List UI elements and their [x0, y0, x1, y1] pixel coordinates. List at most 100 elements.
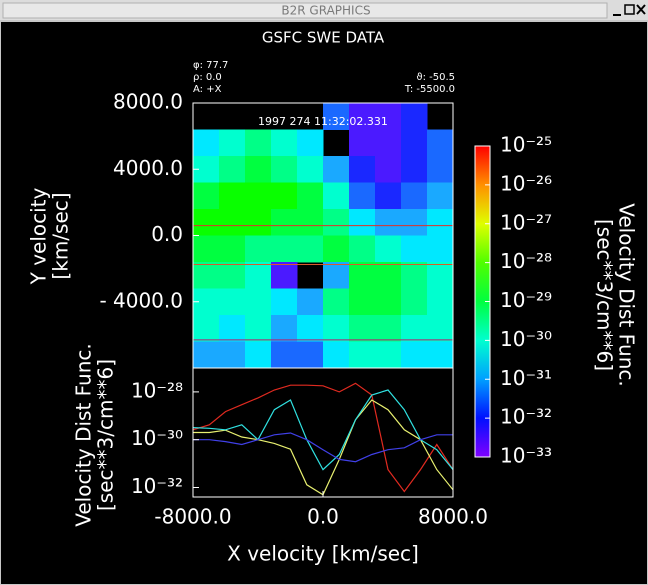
heat-cell [401, 182, 428, 210]
annotation: ϑ: -50.5 [416, 72, 455, 83]
colorbar-tick-label: 10⁻²⁷ [500, 210, 552, 234]
y-axis-label-line: Velocity Dist Func. [72, 343, 96, 527]
x-tick-label: 8000.0 [418, 505, 488, 529]
lines [193, 382, 453, 496]
heat-cell [323, 209, 350, 236]
colorbar-tick-label: 10⁻³² [500, 405, 552, 429]
title-field [2, 2, 608, 19]
heat-cell [427, 235, 454, 263]
annotation: T: -5500.0 [404, 84, 455, 95]
y-axis-label-line: Y velocity [27, 187, 51, 285]
colorbar-tick-label: 10⁻³³ [500, 444, 552, 468]
annotation: ρ: 0.0 [193, 72, 222, 83]
heat-cell [219, 182, 246, 210]
heat-cell [349, 235, 376, 263]
chart-title: GSFC SWE DATA [262, 29, 385, 47]
heat-cell [401, 341, 428, 369]
heat-cell [427, 156, 454, 183]
heat-cell [375, 315, 402, 342]
heat-cell [375, 341, 402, 369]
colorbar-tick-label: 10⁻³¹ [500, 366, 552, 390]
heat-cell [401, 235, 428, 263]
heat-cell [245, 262, 272, 289]
y-axis-label-line: [sec**3/cm**6] [94, 359, 118, 511]
heat-cell [375, 182, 402, 210]
heat-cell [323, 182, 350, 210]
heat-cell [193, 315, 220, 342]
y-tick-label: 4000.0 [113, 156, 183, 180]
heat-cell [323, 262, 350, 289]
heat-cell [193, 129, 220, 157]
annotation: A: +X [193, 84, 222, 95]
colorbar-label-line: [sec**3/cm**6] [593, 219, 617, 371]
timestamp: 1997 274 11:32:02.331 [258, 115, 388, 128]
series-line [193, 432, 453, 463]
heat-cell [245, 288, 272, 316]
heat-cell [427, 341, 454, 369]
colorbar-tick-label: 10⁻²⁸ [500, 249, 552, 273]
heat-cell [245, 129, 272, 157]
heat-cell [219, 156, 246, 183]
heat-cell [375, 103, 402, 130]
heat-cell [323, 341, 350, 369]
heat-cell [219, 262, 246, 289]
annotation: φ: 77.7 [193, 60, 228, 71]
heat-cell [271, 182, 298, 210]
heat-cell [271, 156, 298, 183]
heat-cell [401, 156, 428, 183]
close-button[interactable] [636, 4, 646, 15]
heat-cell [297, 209, 324, 236]
heat-cell [219, 129, 246, 157]
heat-cell [297, 341, 324, 369]
heat-cell [271, 288, 298, 316]
heat-cell [193, 182, 220, 210]
heat-cell [401, 288, 428, 316]
colorbar-tick-label: 10⁻²⁶ [500, 171, 552, 195]
y-tick-label: 0.0 [151, 222, 183, 246]
heat-cell [401, 315, 428, 342]
heat-cell [401, 103, 428, 130]
heat-cell [375, 262, 402, 289]
colorbar-label: Velocity Dist Func.[sec**3/cm**6] [593, 203, 639, 387]
heat-cell [349, 129, 376, 157]
maximize-button[interactable] [624, 4, 635, 15]
y-axis-label: Velocity Dist Func.[sec**3/cm**6] [72, 343, 118, 527]
y-axis-label: Y velocity[km/sec] [27, 187, 73, 285]
colorbar-tick-label: 10⁻³⁰ [500, 327, 552, 351]
heat-cell [349, 103, 376, 130]
heat-cell [219, 315, 246, 342]
window-title: B2R GRAPHICS [281, 4, 370, 18]
heat-cell [245, 341, 272, 369]
series-line [193, 389, 453, 471]
heat-cell [375, 209, 402, 236]
y-tick-label: 10⁻³² [131, 474, 183, 498]
plot-frame [192, 367, 454, 498]
heat-cell [323, 288, 350, 316]
heat-cell [297, 129, 324, 157]
x-tick-label: -8000.0 [154, 505, 231, 529]
heat-cell [297, 288, 324, 316]
heat-cell [323, 235, 350, 263]
heat-cell [193, 235, 220, 263]
window-border [0, 20, 648, 585]
heat-cell [375, 129, 402, 157]
heat-cell [323, 103, 350, 130]
heat-cell [245, 209, 272, 236]
x-tick-label: 0.0 [307, 505, 339, 529]
heat-cell [349, 288, 376, 316]
heat-cell [297, 235, 324, 263]
heat-cell [193, 209, 220, 236]
heat-cell [193, 262, 220, 289]
heat-cell [349, 182, 376, 210]
series-line [193, 382, 453, 493]
heat-cell [271, 262, 298, 289]
y-tick-label: - 4000.0 [99, 288, 183, 312]
heat-cell [271, 235, 298, 263]
heat-cell [349, 315, 376, 342]
heat-cell [323, 315, 350, 342]
heat-cell [375, 156, 402, 183]
y-tick-label: 10⁻²⁸ [131, 378, 183, 402]
y-tick-label: 8000.0 [113, 90, 183, 114]
heat-cell [427, 209, 454, 236]
